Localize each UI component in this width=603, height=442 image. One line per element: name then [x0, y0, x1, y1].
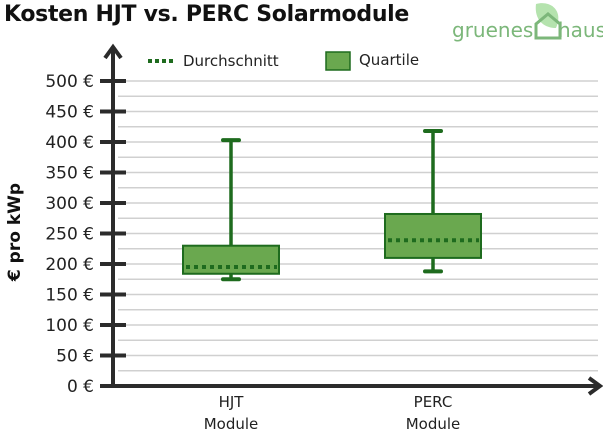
y-tick-label: 100 € — [45, 316, 94, 336]
y-axis-ticks: 0 € 50 € 100 € 150 € 200 € 250 € 300 € 350 € 400… — [45, 72, 126, 397]
x-tick-label: Module — [204, 415, 259, 433]
y-tick-label: 450 € — [45, 103, 94, 123]
y-tick-label: 500 € — [45, 72, 94, 92]
y-tick-label: 50 € — [56, 347, 94, 367]
chart-title: Kosten HJT vs. PERC Solarmodule — [4, 2, 410, 27]
legend-mean-label: Durchschnitt — [183, 52, 279, 70]
x-axis-labels: HJT Module PERC Module — [204, 393, 461, 433]
legend-quartile-swatch — [325, 51, 351, 71]
box-perc-module — [384, 129, 482, 274]
y-tick-label: 300 € — [45, 194, 94, 214]
x-tick-label: HJT — [219, 393, 245, 411]
gridlines — [118, 80, 598, 372]
y-tick-label: 200 € — [45, 255, 94, 275]
legend-quartile-label: Quartile — [359, 51, 419, 69]
brand-logo: gruenes haus — [452, 2, 603, 44]
y-axis-arrow-icon — [103, 43, 123, 60]
y-axis-label: € pro kWp — [5, 183, 25, 282]
y-tick-label: 400 € — [45, 133, 94, 153]
legend: Durchschnitt Quartile — [148, 51, 419, 71]
quartile-box — [182, 244, 280, 275]
x-tick-label: PERC — [414, 393, 453, 411]
y-tick-label: 250 € — [45, 225, 94, 245]
house-leaf-icon — [534, 3, 562, 40]
quartile-box — [384, 212, 482, 259]
logo-text-left: gruenes — [452, 18, 534, 42]
y-tick-label: 0 € — [67, 377, 94, 397]
boxes — [182, 129, 482, 282]
box-hjt-module — [182, 138, 280, 282]
y-tick-label: 150 € — [45, 286, 94, 306]
logo-text-right: haus — [558, 18, 603, 42]
x-axis-arrow-icon — [587, 376, 603, 396]
y-tick-label: 350 € — [45, 164, 94, 184]
x-tick-label: Module — [406, 415, 461, 433]
